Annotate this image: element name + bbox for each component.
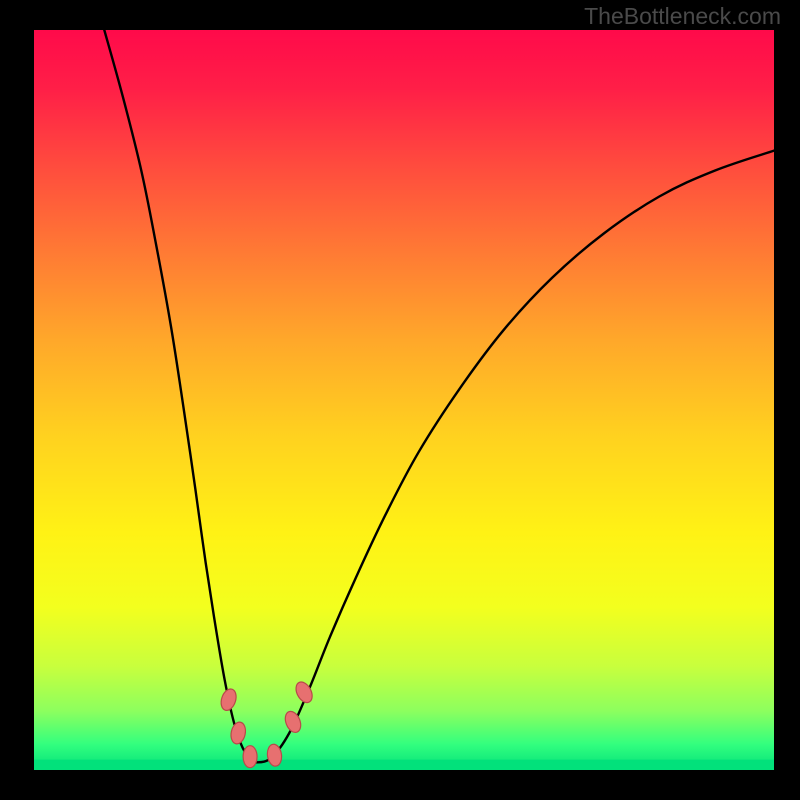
curve-marker — [229, 721, 247, 745]
curve-layer — [34, 30, 774, 770]
curve-marker — [219, 687, 239, 712]
chart-canvas: TheBottleneck.com — [0, 0, 800, 800]
curve-marker — [282, 709, 303, 735]
plot-area — [34, 30, 774, 770]
curve-marker — [243, 746, 257, 768]
v-curve — [104, 30, 774, 763]
watermark-text: TheBottleneck.com — [584, 3, 781, 30]
flat-bottom-band — [34, 760, 774, 770]
